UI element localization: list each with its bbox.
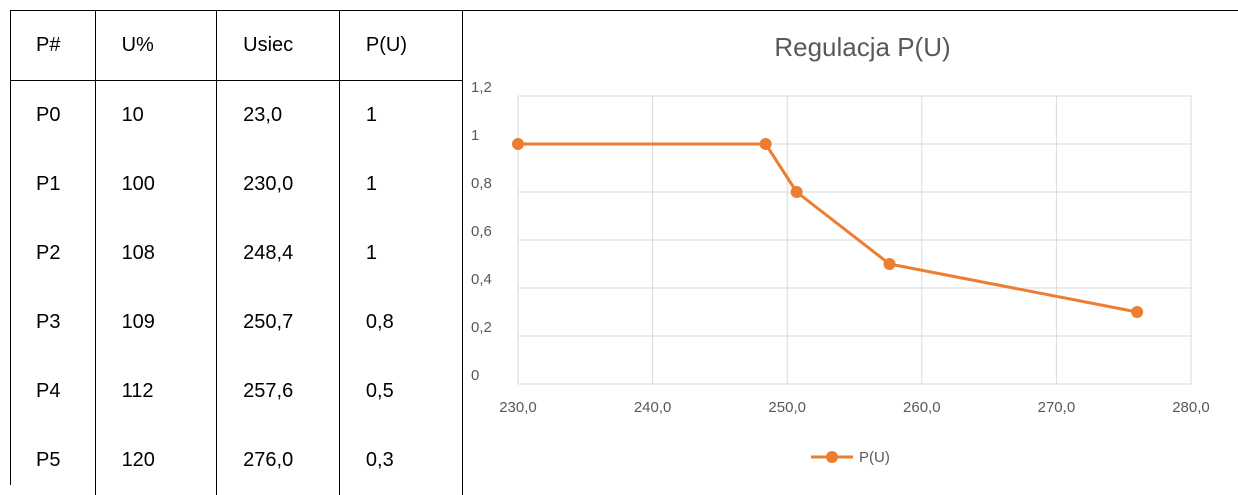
table-cell: 10 (95, 81, 217, 151)
series-line (518, 144, 1137, 312)
chart-container: Regulacja P(U) 0 0,2 0,4 0,6 0,8 1 1,2 230,0 240,… (463, 10, 1238, 485)
x-tick-label: 270,0 (1038, 399, 1076, 416)
data-point (512, 138, 524, 150)
table-cell: 0,5 (339, 357, 462, 426)
data-point (1131, 306, 1143, 318)
table-cell: 112 (95, 357, 217, 426)
chart-title: Regulacja P(U) (774, 32, 950, 62)
x-tick-label: 260,0 (903, 399, 941, 416)
header-p-number: P# (10, 10, 95, 81)
table-cell: P2 (10, 219, 95, 288)
table-cell: 23,0 (217, 81, 340, 151)
y-tick-label: 0,4 (471, 271, 492, 288)
table-cell: 0,8 (339, 288, 462, 357)
table-cell: 100 (95, 150, 217, 219)
table-header-row: P# U% Usiec P(U) (10, 10, 463, 81)
chart-svg: Regulacja P(U) 0 0,2 0,4 0,6 0,8 1 1,2 230,0 240,… (463, 11, 1238, 486)
table-cell: 109 (95, 288, 217, 357)
header-pu: P(U) (339, 10, 462, 81)
table-cell: 108 (95, 219, 217, 288)
table-cell: 1 (339, 219, 462, 288)
data-point (883, 258, 895, 270)
y-tick-label: 0,2 (471, 319, 492, 336)
y-tick-label: 0,8 (471, 175, 492, 192)
table-cell: P1 (10, 150, 95, 219)
y-tick-label: 1 (471, 127, 479, 144)
y-tick-label: 0,6 (471, 223, 492, 240)
table-cell: P4 (10, 357, 95, 426)
header-u-percent: U% (95, 10, 217, 81)
x-tick-label: 250,0 (768, 399, 806, 416)
x-tick-label: 280,0 (1172, 399, 1210, 416)
x-tick-label: 240,0 (634, 399, 672, 416)
table-cell: P3 (10, 288, 95, 357)
legend-marker (826, 451, 838, 463)
table-cell: 1 (339, 81, 462, 151)
data-point (791, 186, 803, 198)
data-point (760, 138, 772, 150)
table-cell: 1 (339, 150, 462, 219)
table-cell: 230,0 (217, 150, 340, 219)
y-tick-label: 1,2 (471, 79, 492, 96)
table-cell: 250,7 (217, 288, 340, 357)
table-cell: 248,4 (217, 219, 340, 288)
x-tick-label: 230,0 (499, 399, 537, 416)
table-cell: P0 (10, 81, 95, 151)
legend-label: P(U) (859, 449, 890, 466)
table-cell: 257,6 (217, 357, 340, 426)
header-usiec: Usiec (217, 10, 340, 81)
y-tick-label: 0 (471, 367, 479, 384)
